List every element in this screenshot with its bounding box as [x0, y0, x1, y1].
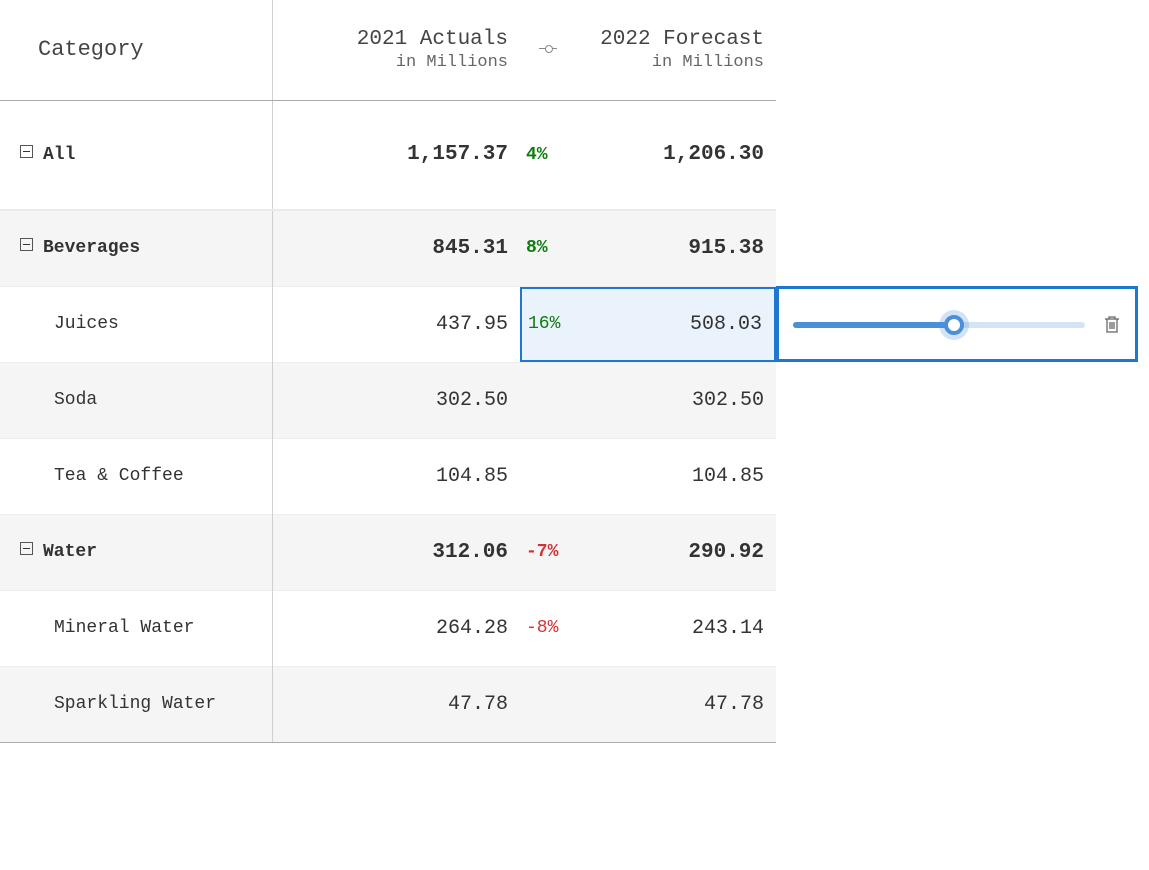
actuals-cell[interactable]: 845.31: [272, 210, 520, 286]
actuals-cell[interactable]: 302.50: [272, 362, 520, 438]
header-actuals[interactable]: 2021 Actuals in Millions: [272, 0, 520, 100]
category-label: Beverages: [43, 238, 140, 258]
variance-cell: -7%: [520, 514, 576, 590]
category-cell[interactable]: Mineral Water: [0, 590, 272, 666]
collapse-icon[interactable]: [20, 542, 33, 555]
forecast-cell[interactable]: 302.50: [576, 362, 776, 438]
category-label: Tea & Coffee: [54, 466, 184, 486]
variance-cell: -8%: [520, 590, 576, 666]
actuals-cell[interactable]: 104.85: [272, 438, 520, 514]
table-row[interactable]: Mineral Water 264.28-8%243.14: [0, 590, 776, 666]
category-cell[interactable]: Tea & Coffee: [0, 438, 272, 514]
table-row[interactable]: Soda 302.50 302.50: [0, 362, 776, 438]
forecast-table: Category 2021 Actuals in Millions 2022 F…: [0, 0, 776, 743]
category-cell[interactable]: Soda: [0, 362, 272, 438]
header-actuals-sub: in Millions: [273, 53, 509, 72]
adjustment-slider[interactable]: [793, 304, 1085, 344]
trash-icon: [1103, 314, 1121, 334]
forecast-cell[interactable]: 104.85: [576, 438, 776, 514]
variance-cell: [520, 666, 576, 742]
category-cell[interactable]: Water: [0, 514, 272, 590]
table-row[interactable]: Juices 437.9516%508.03: [0, 286, 776, 362]
category-cell[interactable]: Sparkling Water: [0, 666, 272, 742]
header-category[interactable]: Category: [0, 0, 272, 100]
variance-cell: [520, 362, 576, 438]
category-label: Sparkling Water: [54, 694, 216, 714]
variance-pct: 16%: [522, 314, 578, 334]
header-forecast-sub: in Millions: [576, 53, 764, 72]
actuals-cell[interactable]: 47.78: [272, 666, 520, 742]
forecast-cell[interactable]: 915.38: [576, 210, 776, 286]
table-row[interactable]: Beverages 845.318%915.38: [0, 210, 776, 286]
variance-cell: 4%: [520, 100, 576, 210]
header-link-icon: [520, 0, 576, 100]
category-label: Soda: [54, 390, 97, 410]
category-cell[interactable]: All: [0, 100, 272, 210]
forecast-cell[interactable]: 243.14: [576, 590, 776, 666]
forecast-cell-selected[interactable]: 16%508.03: [520, 286, 776, 362]
header-forecast[interactable]: 2022 Forecast in Millions: [576, 0, 776, 100]
variance-cell: 8%: [520, 210, 576, 286]
forecast-cell[interactable]: 290.92: [576, 514, 776, 590]
delete-adjustment-button[interactable]: [1103, 314, 1121, 334]
forecast-cell[interactable]: 47.78: [576, 666, 776, 742]
forecast-value: 508.03: [578, 313, 774, 336]
actuals-cell[interactable]: 437.95: [272, 286, 520, 362]
collapse-icon[interactable]: [20, 145, 33, 158]
table-header-row: Category 2021 Actuals in Millions 2022 F…: [0, 0, 776, 100]
slider-fill: [793, 322, 954, 328]
forecast-cell[interactable]: 1,206.30: [576, 100, 776, 210]
header-forecast-title: 2022 Forecast: [576, 28, 764, 51]
link-icon: [539, 44, 557, 54]
table-row[interactable]: All 1,157.374%1,206.30: [0, 100, 776, 210]
table-row[interactable]: Sparkling Water 47.78 47.78: [0, 666, 776, 742]
variance-cell: [520, 438, 576, 514]
category-label: Mineral Water: [54, 618, 194, 638]
category-label: All: [43, 145, 75, 165]
adjustment-slider-panel: [776, 286, 1138, 362]
table-row[interactable]: Water 312.06-7%290.92: [0, 514, 776, 590]
actuals-cell[interactable]: 264.28: [272, 590, 520, 666]
slider-thumb[interactable]: [944, 315, 964, 335]
category-label: Water: [43, 542, 97, 562]
header-actuals-title: 2021 Actuals: [273, 28, 509, 51]
actuals-cell[interactable]: 312.06: [272, 514, 520, 590]
actuals-cell[interactable]: 1,157.37: [272, 100, 520, 210]
category-cell[interactable]: Juices: [0, 286, 272, 362]
table-row[interactable]: Tea & Coffee 104.85 104.85: [0, 438, 776, 514]
category-cell[interactable]: Beverages: [0, 210, 272, 286]
category-label: Juices: [54, 314, 119, 334]
header-category-label: Category: [38, 37, 144, 62]
collapse-icon[interactable]: [20, 238, 33, 251]
